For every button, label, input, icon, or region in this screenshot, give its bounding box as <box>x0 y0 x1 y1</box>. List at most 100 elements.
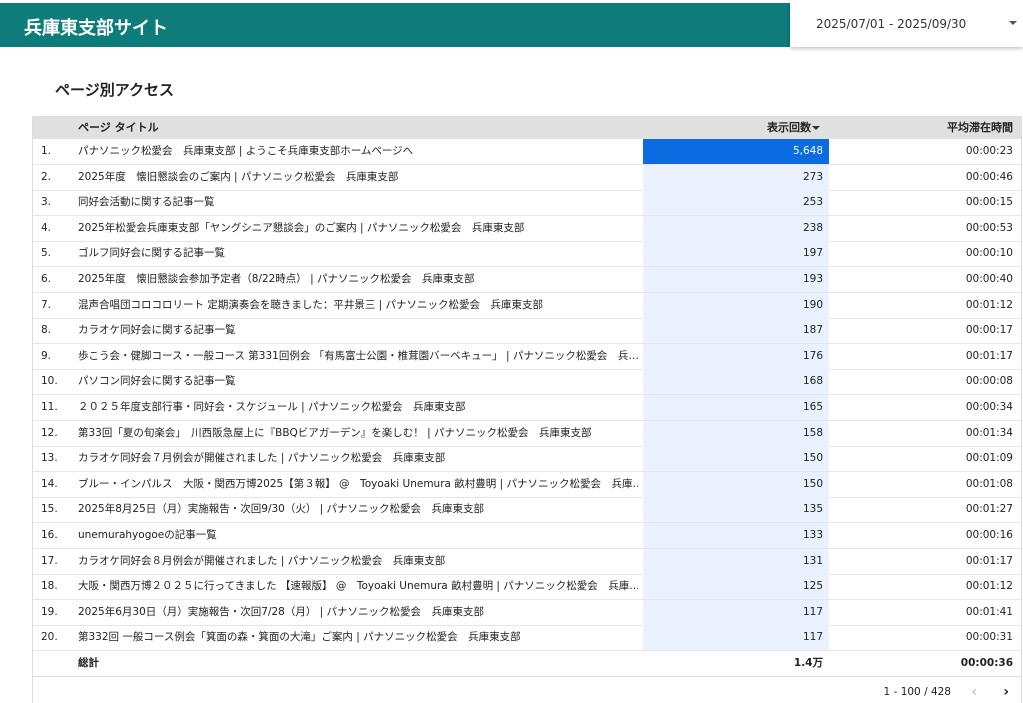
date-picker[interactable] <box>790 0 1023 47</box>
views: 150 <box>802 477 823 490</box>
page-title: 2025年度 懐旧懇談会参加予定者（8/22時点） | パナソニック松愛会 兵庫… <box>78 273 475 285</box>
table-row: 18. 大阪・関西万博２０２５に行ってきました 【速報版】 @ Toyoaki U… <box>33 574 1021 601</box>
row-index: 10. <box>41 375 58 388</box>
next-page[interactable]: › <box>1003 684 1009 700</box>
avg-time: 00:01:08 <box>965 477 1013 490</box>
views-cell-bg <box>643 395 829 420</box>
avg-time: 00:01:12 <box>965 580 1013 593</box>
total-row: 総計 1.4万 00:00:36 <box>33 651 1021 677</box>
row-index: 11. <box>41 401 58 413</box>
views: 190 <box>802 298 823 311</box>
page-title: カラオケ同好会８月例会が開催されました | パナソニック松愛会 兵庫東支部 <box>78 554 446 567</box>
prev-page: ‹ <box>971 684 977 700</box>
avg-time: 00:00:15 <box>965 196 1013 209</box>
views: 176 <box>802 349 823 362</box>
views-cell-bg <box>643 241 829 267</box>
page-title: 2025年度 懐旧懇談会のご案内 | パナソニック松愛会 兵庫東支部 <box>78 170 399 183</box>
avg-time: 00:00:10 <box>965 247 1013 260</box>
column-header[interactable]: ページ タイトル <box>78 121 159 134</box>
page-title: カラオケ同好会に関する記事一覧 <box>78 324 236 337</box>
views: 168 <box>802 375 823 388</box>
avg-time: 00:00:23 <box>965 145 1013 157</box>
views: 187 <box>802 324 823 337</box>
views: 193 <box>802 273 823 285</box>
row-index: 7. <box>41 298 52 311</box>
row-index: 4. <box>41 221 52 234</box>
header-row: ページ タイトル 表示回数 平均滞在時間 <box>33 117 1021 139</box>
page-title: ゴルフ同好会に関する記事一覧 <box>78 247 225 260</box>
avg-time: 00:01:17 <box>965 349 1013 362</box>
page-title: パソコン同好会に関する記事一覧 <box>78 375 236 388</box>
total-views: 1.4万 <box>793 657 823 669</box>
table-row: 1. パナソニック松愛会 兵庫東支部 | ようこそ兵庫東支部ホームページへ 5,64… <box>33 139 1021 165</box>
section-title: ページ別アクセス <box>55 81 174 99</box>
page-title: 歩こう会・健脚コース・一般コース 第331回例会 「有馬富士公園・椎茸園バーベキ… <box>78 349 638 362</box>
page-title: ２０２５年度支部行事・同好会・スケジュール | パナソニック松愛会 兵庫東支部 <box>78 401 466 413</box>
column-header[interactable]: 表示回数 <box>767 121 811 134</box>
views-cell-bg <box>643 574 829 600</box>
views-cell-bg <box>643 599 829 625</box>
views: 117 <box>802 605 823 618</box>
avg-time: 00:01:27 <box>965 503 1013 516</box>
row-index: 14. <box>41 477 58 490</box>
avg-time: 00:01:34 <box>965 426 1013 439</box>
dropdown-arrow[interactable] <box>1008 20 1018 28</box>
views-cell-bg <box>643 343 829 369</box>
page-title: ブルー・インパルス 大阪・関西万博2025【第３報】 @ Toyoaki Une… <box>78 477 638 490</box>
views: 158 <box>802 426 823 439</box>
row-index: 19. <box>41 605 58 618</box>
site-title: 兵庫東支部サイト <box>24 18 168 39</box>
views-cell-bg <box>643 292 829 318</box>
views: 238 <box>802 221 823 234</box>
avg-time: 00:00:34 <box>965 401 1013 413</box>
page-title: unemurahyogoeの記事一覧 <box>78 529 217 541</box>
views: 273 <box>802 170 823 183</box>
table-row: 11. ２０２５年度支部行事・同好会・スケジュール | パナソニック松愛会 兵庫東… <box>33 395 1021 421</box>
avg-time: 00:00:46 <box>965 170 1013 183</box>
page-title: カラオケ同好会７月例会が開催されました | パナソニック松愛会 兵庫東支部 <box>78 452 446 465</box>
views: 5,648 <box>792 145 823 157</box>
row-index: 6. <box>41 273 52 285</box>
avg-time: 00:00:53 <box>965 221 1013 234</box>
views-cell-bg <box>643 625 829 651</box>
page-title: 2025年6月30日（月）実施報告・次回7/28（月） | パナソニック松愛会 … <box>78 605 485 618</box>
views-cell-bg <box>643 139 829 164</box>
avg-time: 00:00:31 <box>965 631 1013 644</box>
views-cell-bg <box>643 318 829 344</box>
table-row: 4. 2025年松愛会兵庫東支部「ヤングシニア懇談会」のご案内 | パナソニック松… <box>33 215 1021 242</box>
table-row: 10. パソコン同好会に関する記事一覧 168 00:00:08 <box>33 369 1021 396</box>
table-row: 13. カラオケ同好会７月例会が開催されました | パナソニック松愛会 兵庫東支部… <box>33 446 1021 473</box>
row-index: 13. <box>41 452 58 465</box>
row-index: 20. <box>41 631 58 644</box>
date-range[interactable]: 2025/07/01 - 2025/09/30 <box>816 17 967 31</box>
table-row: 14. ブルー・インパルス 大阪・関西万博2025【第３報】 @ Toyoaki … <box>33 471 1021 498</box>
avg-time: 00:01:12 <box>965 298 1013 311</box>
views-cell-bg <box>643 164 829 190</box>
views-cell-bg <box>643 369 829 395</box>
table-row: 5. ゴルフ同好会に関する記事一覧 197 00:00:10 <box>33 241 1021 268</box>
page-title: 第33回「夏の旬楽会」 川西阪急屋上に『BBQビアガーデン』を楽しむ！ | パナ… <box>78 426 592 439</box>
row-index: 18. <box>41 580 58 593</box>
views-cell-bg <box>643 523 829 548</box>
views-cell-bg <box>643 446 829 472</box>
row-index: 15. <box>41 503 58 516</box>
row-index: 2. <box>41 170 52 183</box>
views: 125 <box>802 580 823 593</box>
page-title: 2025年8月25日（月）実施報告・次回9/30（火） | パナソニック松愛会 … <box>78 503 485 516</box>
page-title: 大阪・関西万博２０２５に行ってきました 【速報版】 @ Toyoaki Unem… <box>78 580 638 593</box>
page-title: 混声合唱団コロコロリート 定期演奏会を聴きました：平井景三 | パナソニック松愛… <box>78 298 544 311</box>
table-row: 19. 2025年6月30日（月）実施報告・次回7/28（月） | パナソニック松… <box>33 599 1021 626</box>
page-title: 第332回 一般コース例会「箕面の森・箕面の大滝」ご案内 | パナソニック松愛会… <box>78 631 521 644</box>
views: 135 <box>802 503 823 516</box>
avg-time: 00:01:09 <box>965 452 1013 465</box>
column-header[interactable]: 平均滞在時間 <box>947 121 1013 134</box>
views-cell-bg <box>643 420 829 446</box>
header-bar <box>0 3 790 47</box>
views-cell-bg <box>643 215 829 241</box>
avg-time: 00:01:41 <box>965 605 1013 618</box>
row-index: 9. <box>41 349 52 362</box>
row-index: 5. <box>41 247 52 260</box>
row-index: 8. <box>41 324 52 337</box>
avg-time: 00:00:17 <box>965 324 1013 337</box>
